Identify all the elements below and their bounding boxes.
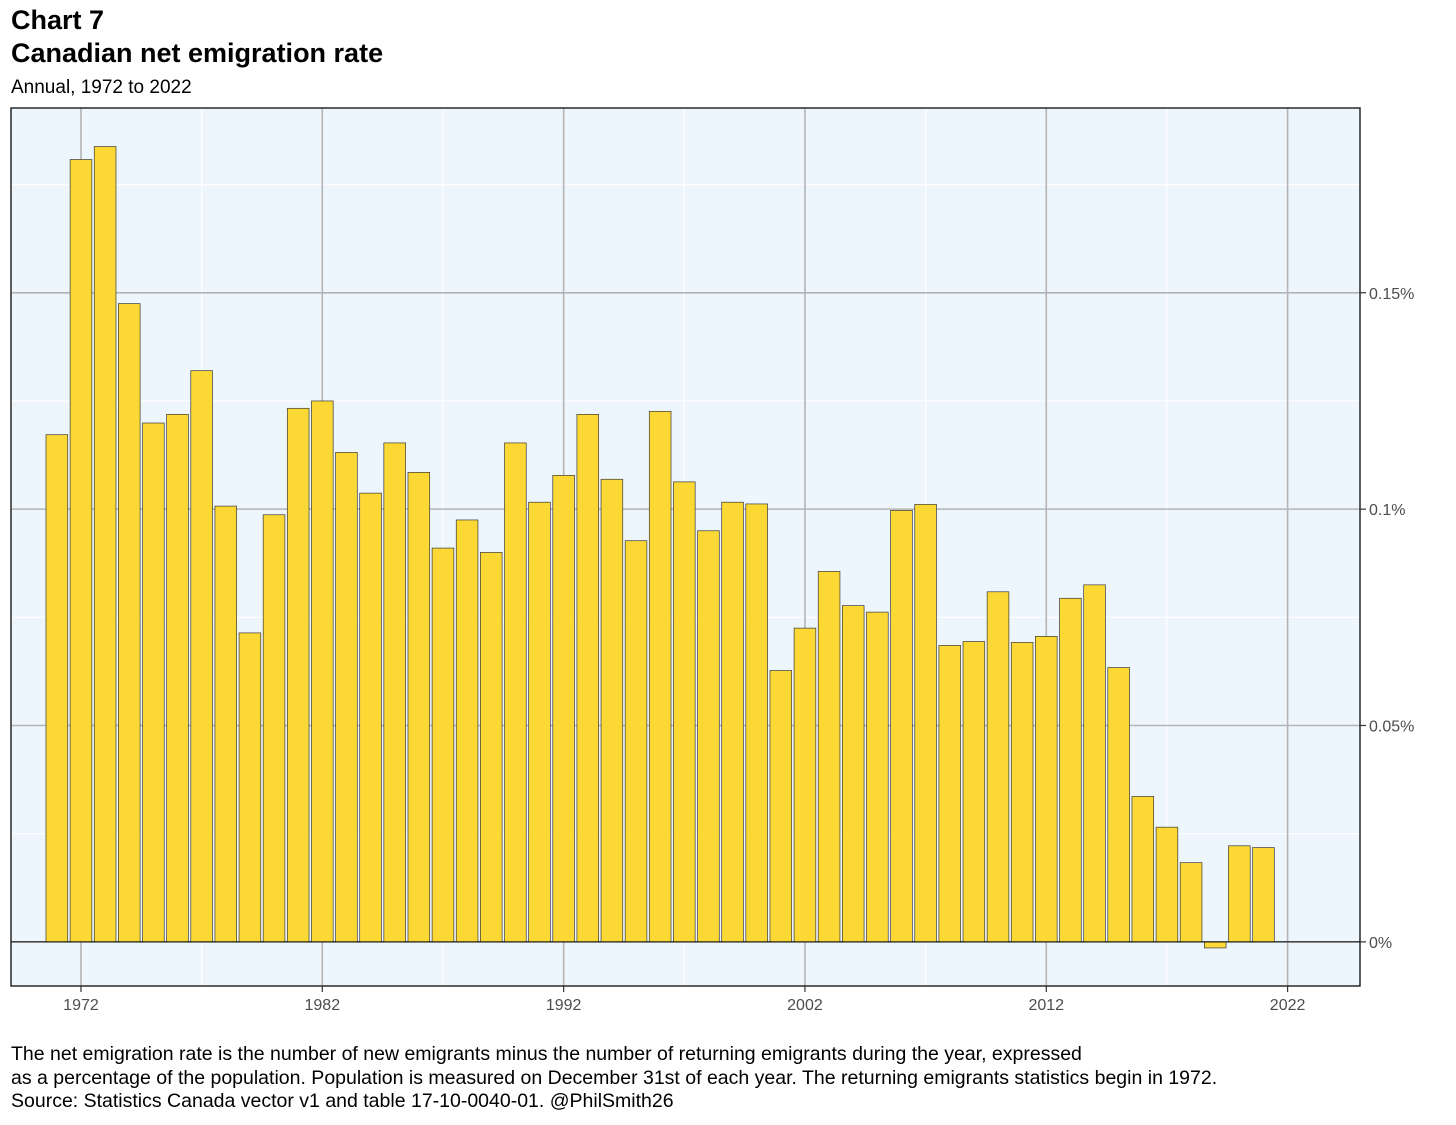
bar xyxy=(745,503,768,943)
bar xyxy=(600,478,624,943)
bars xyxy=(45,146,1275,949)
plot-border xyxy=(10,107,1361,987)
bar xyxy=(962,641,986,943)
bar xyxy=(1010,642,1034,943)
bar xyxy=(1059,597,1082,943)
x-tick-label: 2002 xyxy=(787,997,823,1014)
bar xyxy=(431,547,455,943)
bar xyxy=(576,414,599,943)
chart-title: Canadian net emigration rate xyxy=(11,38,384,68)
chart-subtitle: Annual, 1972 to 2022 xyxy=(11,77,192,98)
bar xyxy=(118,303,141,943)
y-tick-label: 0.15% xyxy=(1369,286,1414,303)
bar xyxy=(866,611,889,943)
bar xyxy=(311,400,334,943)
bar xyxy=(504,442,527,943)
bar xyxy=(769,670,793,943)
bar xyxy=(383,442,406,943)
bar xyxy=(1228,845,1251,943)
bar xyxy=(1035,636,1058,943)
bar xyxy=(69,159,93,943)
bar xyxy=(1203,941,1227,949)
note-line-2: as a percentage of the population. Popul… xyxy=(11,1066,1218,1089)
chart-header: Chart 7 Canadian net emigration rate Ann… xyxy=(11,4,383,102)
bar xyxy=(1131,796,1155,943)
x-tick-label: 2012 xyxy=(1028,997,1064,1014)
bar xyxy=(697,530,720,943)
chart-notes: The net emigration rate is the number of… xyxy=(11,1043,1217,1114)
bar xyxy=(190,370,213,943)
x-tick-label: 1982 xyxy=(305,997,341,1014)
bar xyxy=(673,481,696,943)
bar xyxy=(842,605,865,943)
y-tick-label: 0.1% xyxy=(1369,502,1405,519)
bar xyxy=(914,504,937,943)
bar xyxy=(817,571,841,943)
bar xyxy=(793,627,817,943)
bar xyxy=(1252,847,1275,943)
bar xyxy=(407,472,431,943)
source-line: Source: Statistics Canada vector v1 and … xyxy=(11,1090,674,1112)
bar xyxy=(142,422,165,943)
chart-number: Chart 7 xyxy=(11,5,105,35)
bar xyxy=(721,501,744,943)
x-tick-label: 1972 xyxy=(63,997,99,1014)
bar xyxy=(1083,584,1106,943)
bar xyxy=(1155,826,1179,943)
bar xyxy=(1179,862,1203,943)
x-tick-label: 1992 xyxy=(546,997,582,1014)
bar xyxy=(528,501,551,943)
y-tick-label: 0% xyxy=(1369,935,1392,952)
bar xyxy=(335,452,358,943)
bar xyxy=(552,475,575,943)
bar xyxy=(45,434,69,943)
bar xyxy=(455,519,479,943)
bar xyxy=(238,632,262,943)
y-tick-label: 0.05% xyxy=(1369,718,1414,735)
bar xyxy=(166,414,189,943)
bar xyxy=(480,552,503,943)
bar xyxy=(93,146,117,943)
bar xyxy=(624,540,648,943)
note-line-1: The net emigration rate is the number of… xyxy=(11,1043,1082,1065)
bar xyxy=(1107,667,1130,943)
bar xyxy=(262,514,286,943)
bar xyxy=(986,591,1010,943)
bar xyxy=(648,410,672,943)
bar xyxy=(890,510,913,943)
y-axis: 0% 0.05% 0.1% 0.15% xyxy=(1360,286,1414,952)
bar-chart: 0% 0.05% 0.1% 0.15% 1972 1982 1992 2002 2012 202… xyxy=(10,107,1414,1014)
x-axis: 1972 1982 1992 2002 2012 2022 xyxy=(63,986,1306,1014)
x-tick-label: 2022 xyxy=(1270,997,1306,1014)
bar xyxy=(359,492,382,943)
bar xyxy=(214,505,237,943)
bar xyxy=(938,645,961,943)
bar xyxy=(286,407,310,943)
